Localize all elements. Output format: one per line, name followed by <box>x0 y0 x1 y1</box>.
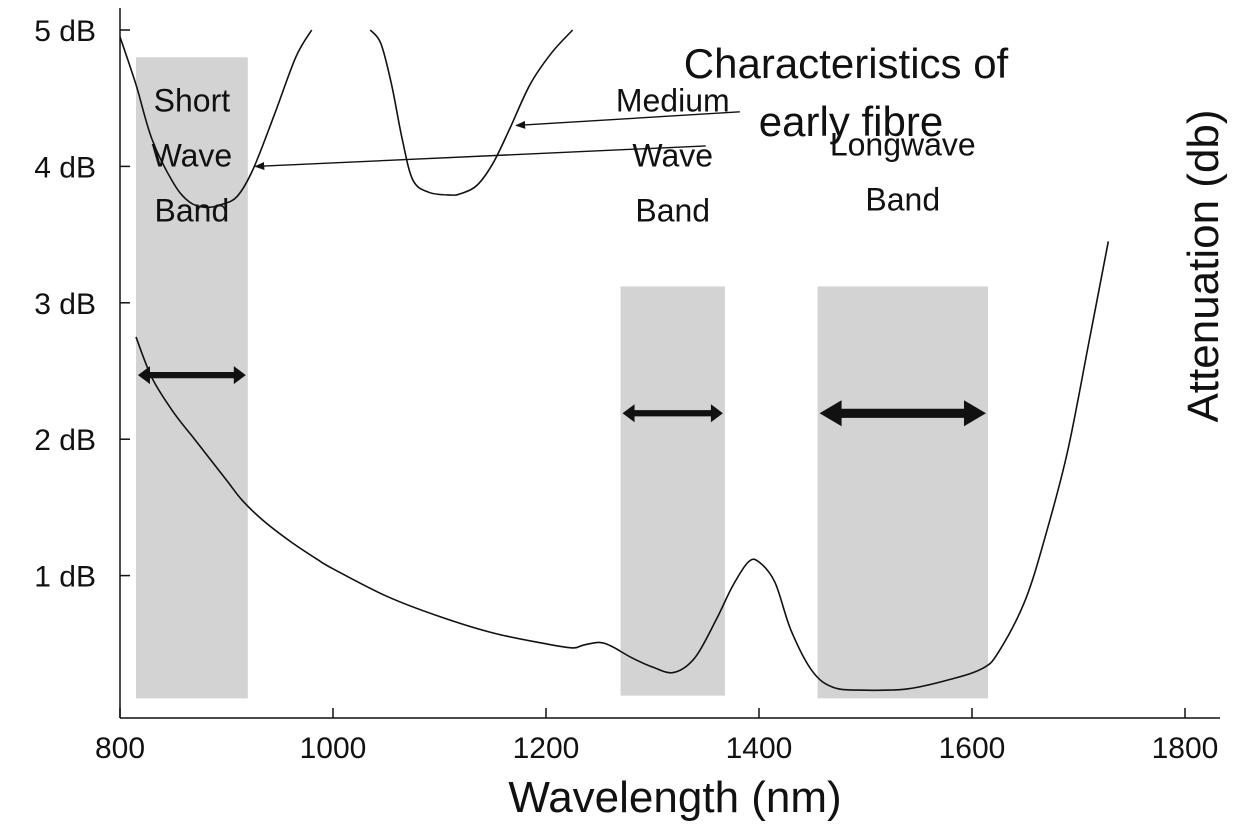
series-line-0 <box>135 241 1110 692</box>
band-arrow-1 <box>622 404 723 423</box>
band-label-0-line-1: Wave <box>152 138 233 174</box>
x-axis-title: Wavelength (nm) <box>508 773 841 822</box>
axes-layer <box>119 8 1220 719</box>
band-label-2-line-0: Longwave <box>830 126 976 162</box>
series-line-2 <box>369 29 574 196</box>
band-label-0-line-2: Band <box>155 193 230 229</box>
annotation-line-0: Characteristics of <box>684 40 1009 87</box>
annotation-arrow-0 <box>515 111 740 129</box>
y-tick-label-4: 5 dB <box>34 15 96 48</box>
band-rect-2 <box>817 286 988 699</box>
series-line-1 <box>120 29 313 209</box>
annotation-arrow-1 <box>254 145 706 170</box>
band-rect-1 <box>620 286 725 696</box>
band-arrow-0 <box>137 366 246 385</box>
band-label-1-line-0: Medium <box>616 83 730 119</box>
band-label-1-line-1: Wave <box>632 138 713 174</box>
series-layer <box>120 29 1110 692</box>
x-tick-label-5: 1800 <box>1152 732 1219 765</box>
x-tick-label-3: 1400 <box>726 732 793 765</box>
y-axis-title: Attenuation (db) <box>1179 109 1228 422</box>
y-tick-label-0: 1 dB <box>34 561 96 594</box>
band-labels-layer: Short Wave Band Medium Wave Band Longwave Band <box>152 83 976 229</box>
x-tick-label-2: 1200 <box>513 732 580 765</box>
ticks-layer: 800 1000 1200 1400 1600 1800 1 dB 2 dB 3 dB 4 dB 5… <box>34 15 1218 765</box>
band-arrows-layer <box>137 366 986 427</box>
band-label-2-line-1: Band <box>865 181 940 217</box>
y-tick-label-3: 4 dB <box>34 151 96 184</box>
band-label-0-line-0: Short <box>154 83 231 119</box>
annotation-line-1: early fibre <box>759 98 943 145</box>
band-label-1-line-2: Band <box>635 193 710 229</box>
annotation-layer: Characteristics of early fibre <box>254 40 1009 170</box>
y-tick-label-2: 3 dB <box>34 288 96 321</box>
x-tick-label-1: 1000 <box>300 732 367 765</box>
x-tick-label-0: 800 <box>95 732 145 765</box>
x-tick-label-4: 1600 <box>939 732 1006 765</box>
band-arrow-2 <box>819 400 986 427</box>
y-tick-label-1: 2 dB <box>34 424 96 457</box>
